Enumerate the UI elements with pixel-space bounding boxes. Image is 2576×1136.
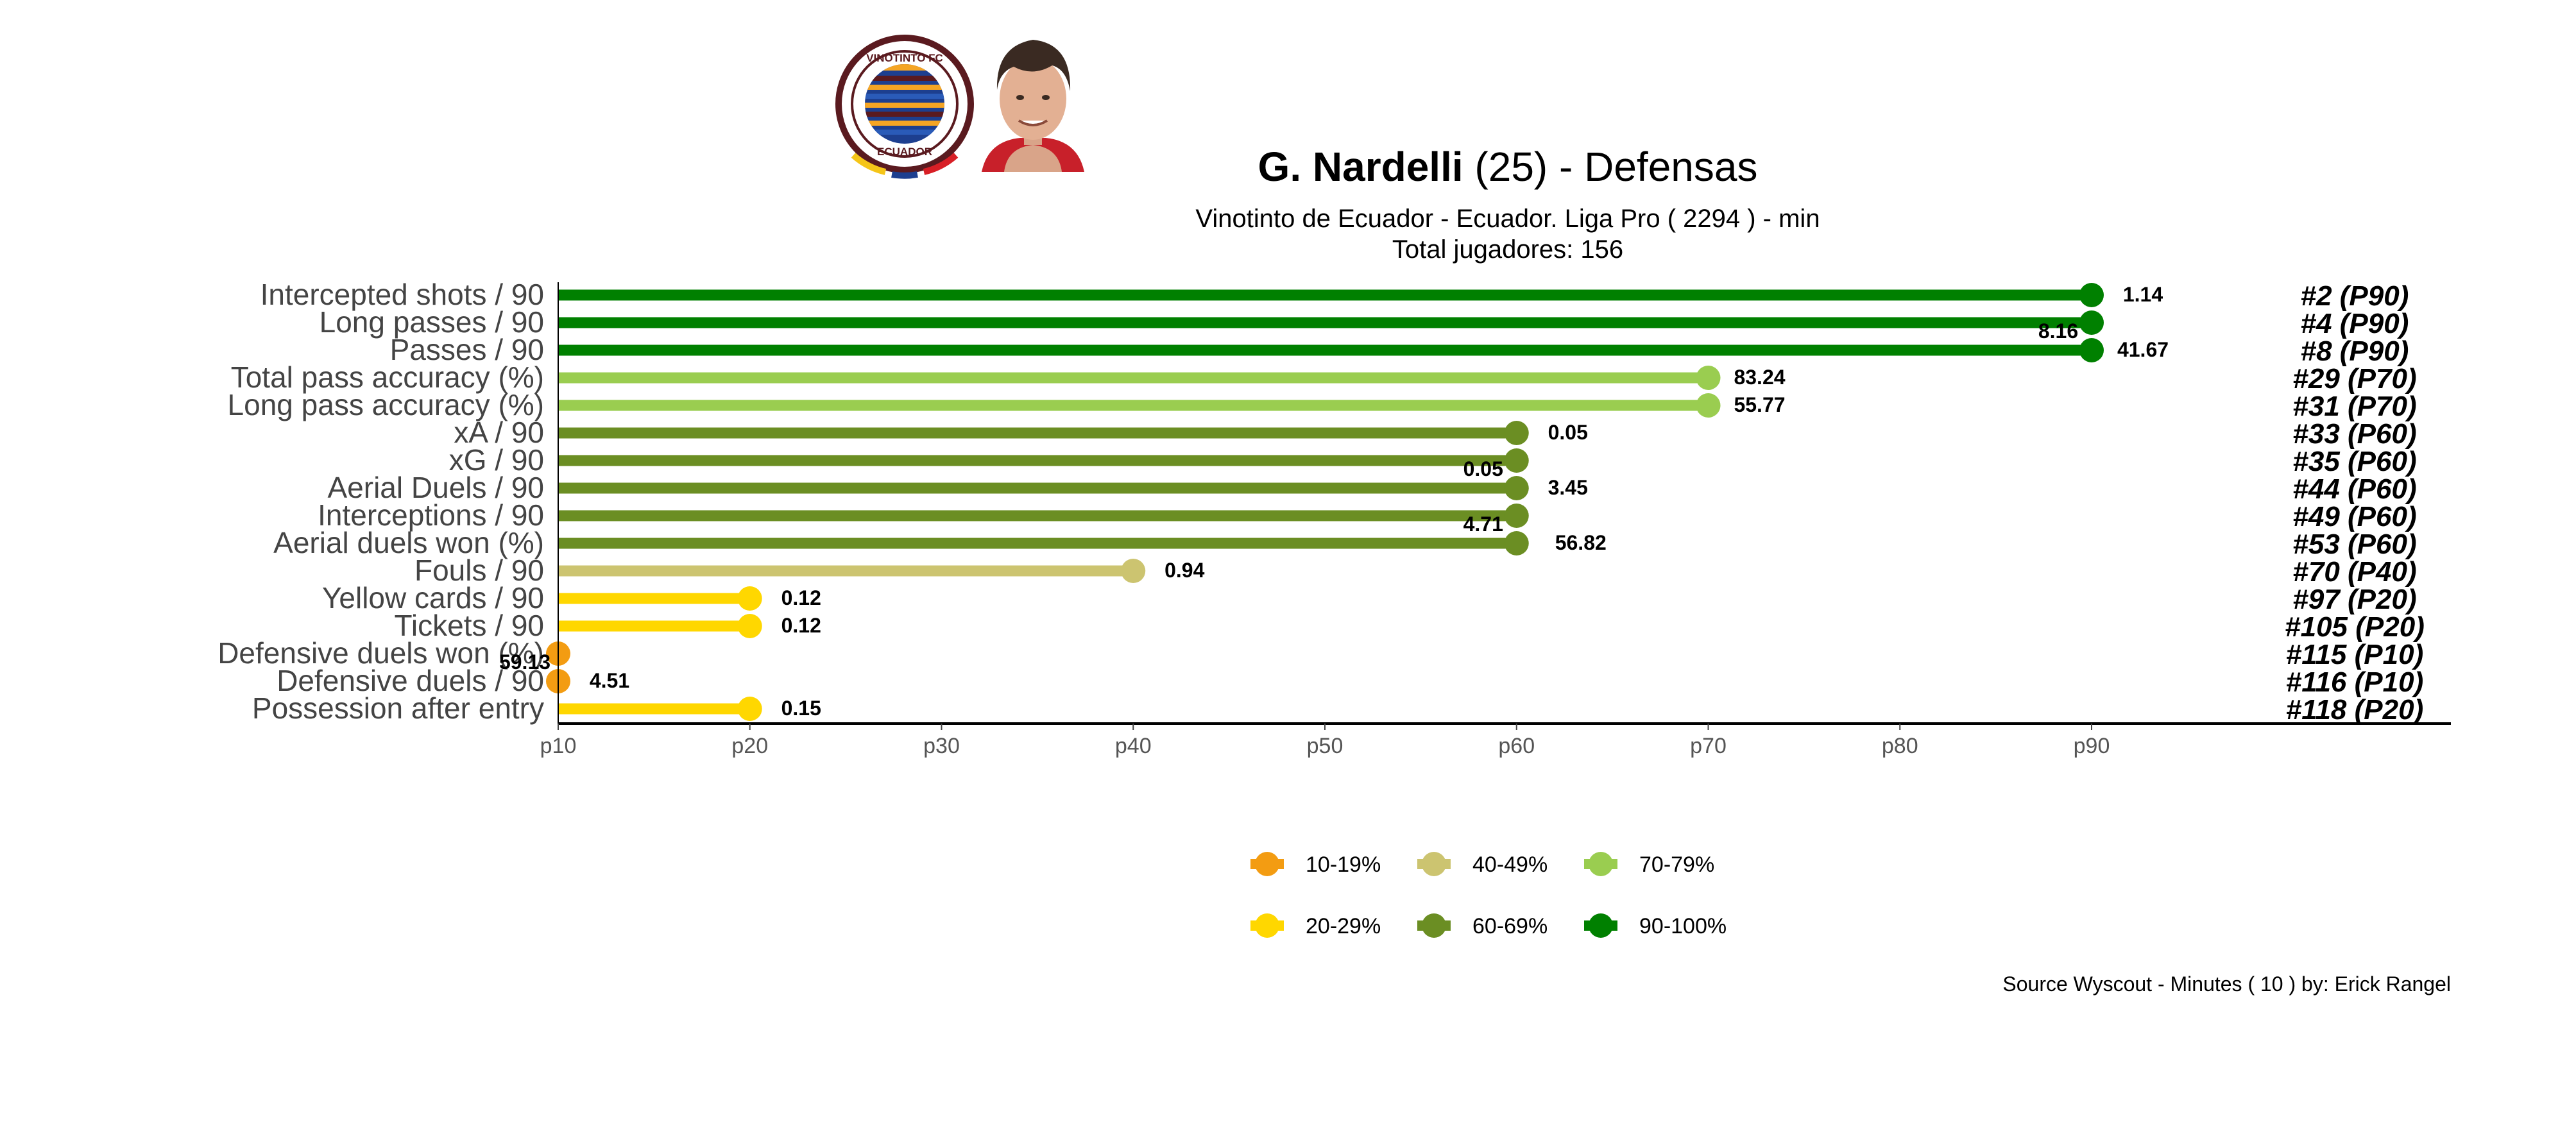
legend-swatch-dot [1422, 852, 1446, 876]
value-label: 8.16 [2038, 319, 2078, 343]
metric-label: Passes / 90 [390, 333, 544, 366]
value-label: 56.82 [1555, 531, 1607, 554]
bar-dot [737, 586, 762, 611]
rank-label: #8 (P90) [2301, 335, 2409, 367]
rank-label: #29 (P70) [2292, 363, 2416, 394]
bar-dot [1121, 559, 1146, 583]
bar-dot [737, 697, 762, 721]
legend-swatch-dot [1255, 913, 1279, 938]
legend-swatch-dot [1255, 852, 1279, 876]
x-tick-label: p40 [1115, 734, 1152, 758]
rank-label: #115 (P10) [2286, 639, 2423, 670]
club-crest-icon: VINOTINTO FC ECUADOR [835, 35, 974, 179]
total-players: Total jugadores: 156 [1392, 235, 1623, 264]
metric-label: Yellow cards / 90 [322, 581, 544, 615]
bar-dot [1696, 366, 1721, 390]
bar-dot [2079, 338, 2104, 362]
metric-label: Defensive duels won (%) [218, 636, 544, 670]
rank-label: #97 (P20) [2292, 584, 2416, 615]
bar-dot [737, 614, 762, 638]
x-tick-label: p20 [731, 734, 768, 758]
metric-label: Aerial Duels / 90 [328, 471, 545, 504]
value-label: 3.45 [1548, 476, 1588, 499]
x-tick-label: p60 [1498, 734, 1535, 758]
x-tick-label: p80 [1882, 734, 1918, 758]
rank-label: #70 (P40) [2292, 556, 2416, 588]
x-tick-label: p70 [1690, 734, 1727, 758]
bar-dot [1504, 448, 1529, 473]
source-caption: Source Wyscout - Minutes ( 10 ) by: Eric… [2002, 972, 2451, 996]
svg-text:ECUADOR: ECUADOR [877, 146, 932, 158]
bar-dot [1504, 504, 1529, 528]
value-label: 0.05 [1463, 457, 1503, 480]
legend-swatch-dot [1589, 913, 1613, 938]
metric-label: Long pass accuracy (%) [228, 388, 544, 421]
legend-label: 90-100% [1639, 914, 1727, 938]
rank-label: #2 (P90) [2301, 280, 2409, 312]
metric-label: Fouls / 90 [414, 554, 544, 587]
metric-label: Aerial duels won (%) [273, 526, 544, 559]
svg-text:VINOTINTO FC: VINOTINTO FC [866, 52, 943, 64]
rank-label: #53 (P60) [2292, 529, 2416, 560]
rank-label: #31 (P70) [2292, 391, 2416, 422]
value-label: 0.12 [781, 614, 821, 637]
metric-label: Possession after entry [252, 691, 544, 725]
metric-label: Defensive duels / 90 [277, 664, 544, 697]
player-photo-icon [982, 40, 1084, 172]
value-label: 41.67 [2117, 338, 2169, 361]
bar-dot [2079, 283, 2104, 307]
player-name: G. Nardelli [1258, 144, 1475, 190]
legend-label: 10-19% [1306, 852, 1381, 877]
rank-label: #116 (P10) [2286, 666, 2423, 698]
legend-label: 20-29% [1306, 914, 1381, 938]
metric-label: xA / 90 [454, 416, 544, 449]
plot-area: Intercepted shots / 90 1.14 #2 (P90) Long p… [218, 278, 2451, 758]
bar-dot [1504, 531, 1529, 555]
metric-label: Interceptions / 90 [318, 498, 544, 532]
bar-dot [2079, 310, 2104, 335]
value-label: 83.24 [1734, 366, 1785, 389]
x-tick-label: p30 [923, 734, 960, 758]
bar-dot [1504, 476, 1529, 500]
legend-label: 60-69% [1472, 914, 1548, 938]
legend-swatch-dot [1589, 852, 1613, 876]
player-age: (25) - [1474, 144, 1584, 190]
legend-label: 70-79% [1639, 852, 1714, 877]
rank-label: #105 (P20) [2285, 611, 2425, 643]
rank-label: #49 (P60) [2292, 501, 2416, 532]
legend: 10-19% 20-29% 40-49% 60-69% 70-79% 90-100% [1250, 852, 1727, 938]
value-label: 1.14 [2123, 283, 2163, 306]
value-label: 0.05 [1548, 421, 1588, 444]
rank-label: #118 (P20) [2286, 694, 2423, 725]
value-label: 0.12 [781, 586, 821, 609]
bar-dot [1696, 393, 1721, 418]
chart-subtitle: Vinotinto de Ecuador - Ecuador. Liga Pro… [1195, 205, 1820, 233]
rank-label: #35 (P60) [2292, 446, 2416, 477]
x-tick-label: p10 [540, 734, 577, 758]
value-label: 4.51 [590, 669, 629, 692]
player-position: Defensas [1584, 144, 1757, 190]
x-tick-label: p90 [2074, 734, 2110, 758]
legend-label: 40-49% [1472, 852, 1548, 877]
x-tick-label: p50 [1307, 734, 1343, 758]
metric-label: Intercepted shots / 90 [260, 278, 544, 311]
value-label: 59.13 [499, 650, 550, 674]
value-label: 4.71 [1463, 513, 1503, 536]
legend-swatch-dot [1422, 913, 1446, 938]
metric-label: Total pass accuracy (%) [231, 360, 544, 394]
rank-label: #44 (P60) [2292, 473, 2416, 505]
bar-dot [1504, 421, 1529, 445]
rank-label: #33 (P60) [2292, 418, 2416, 450]
value-label: 0.15 [781, 697, 821, 720]
metric-label: xG / 90 [449, 443, 544, 477]
metric-label: Long passes / 90 [320, 305, 544, 339]
value-label: 0.94 [1164, 559, 1204, 582]
rank-label: #4 (P90) [2301, 308, 2409, 339]
metric-label: Tickets / 90 [395, 609, 544, 642]
chart-title: G. Nardelli (25) - Defensas [1258, 144, 1758, 190]
value-label: 55.77 [1734, 393, 1785, 416]
